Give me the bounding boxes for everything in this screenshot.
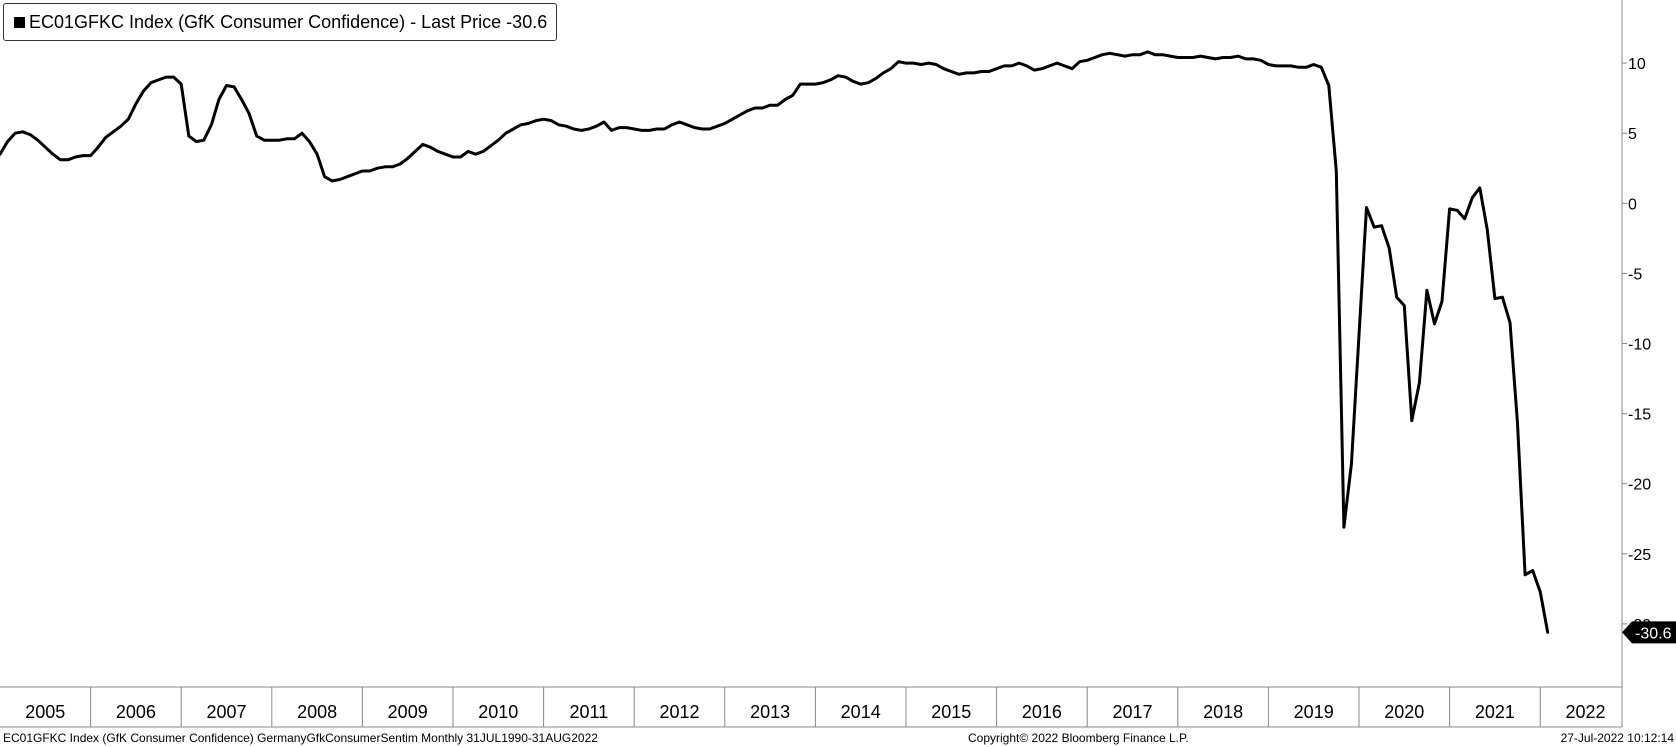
plot-frame: [0, 0, 1623, 728]
x-axis-ticks: 2005 2006 2007 2008 2009 2010 2011 2012 2013 2014…: [25, 687, 1606, 727]
y-tick-label: 10: [1628, 56, 1646, 73]
y-tick-label: -15: [1628, 407, 1651, 424]
x-tick-label: 2018: [1203, 702, 1243, 722]
x-tick-label: 2013: [750, 702, 790, 722]
x-tick-label: 2005: [25, 702, 65, 722]
y-tick-label: 5: [1628, 126, 1637, 143]
x-tick-label: 2006: [116, 702, 156, 722]
series-line: [0, 50, 1550, 634]
x-tick-label: 2019: [1294, 702, 1334, 722]
x-tick-label: 2014: [841, 702, 881, 722]
y-tick-label: -10: [1628, 337, 1651, 354]
x-tick-label: 2009: [388, 702, 428, 722]
last-price-label: -30.6: [1635, 625, 1672, 642]
legend: EC01GFKC Index (GfK Consumer Confidence)…: [3, 3, 558, 41]
footer-left: EC01GFKC Index (GfK Consumer Confidence)…: [3, 731, 598, 745]
series-group: [0, 50, 1550, 634]
y-tick-label: -20: [1628, 477, 1651, 494]
footer-timestamp: 27-Jul-2022 10:12:14: [1560, 731, 1674, 745]
x-tick-label: 2022: [1565, 702, 1605, 722]
x-tick-label: 2015: [931, 702, 971, 722]
y-tick-label: -5: [1628, 266, 1642, 283]
footer-copyright: Copyright© 2022 Bloomberg Finance L.P.: [968, 731, 1189, 745]
last-price-label-group: -30.6: [1622, 621, 1676, 644]
x-tick-label: 2012: [659, 702, 699, 722]
legend-swatch-icon: [14, 16, 25, 28]
x-tick-label: 2021: [1475, 702, 1515, 722]
x-tick-label: 2011: [570, 702, 609, 722]
legend-label: EC01GFKC Index (GfK Consumer Confidence)…: [29, 11, 548, 32]
x-tick-label: 2020: [1384, 702, 1424, 722]
y-tick-label: -25: [1628, 547, 1651, 564]
x-tick-label: 2010: [478, 702, 518, 722]
last-price-marker: [1622, 621, 1676, 644]
x-tick-label: 2017: [1112, 702, 1152, 722]
y-tick-label: 0: [1628, 196, 1637, 213]
x-tick-label: 2008: [297, 702, 337, 722]
x-tick-label: 2007: [206, 702, 246, 722]
x-tick-label: 2016: [1022, 702, 1062, 722]
